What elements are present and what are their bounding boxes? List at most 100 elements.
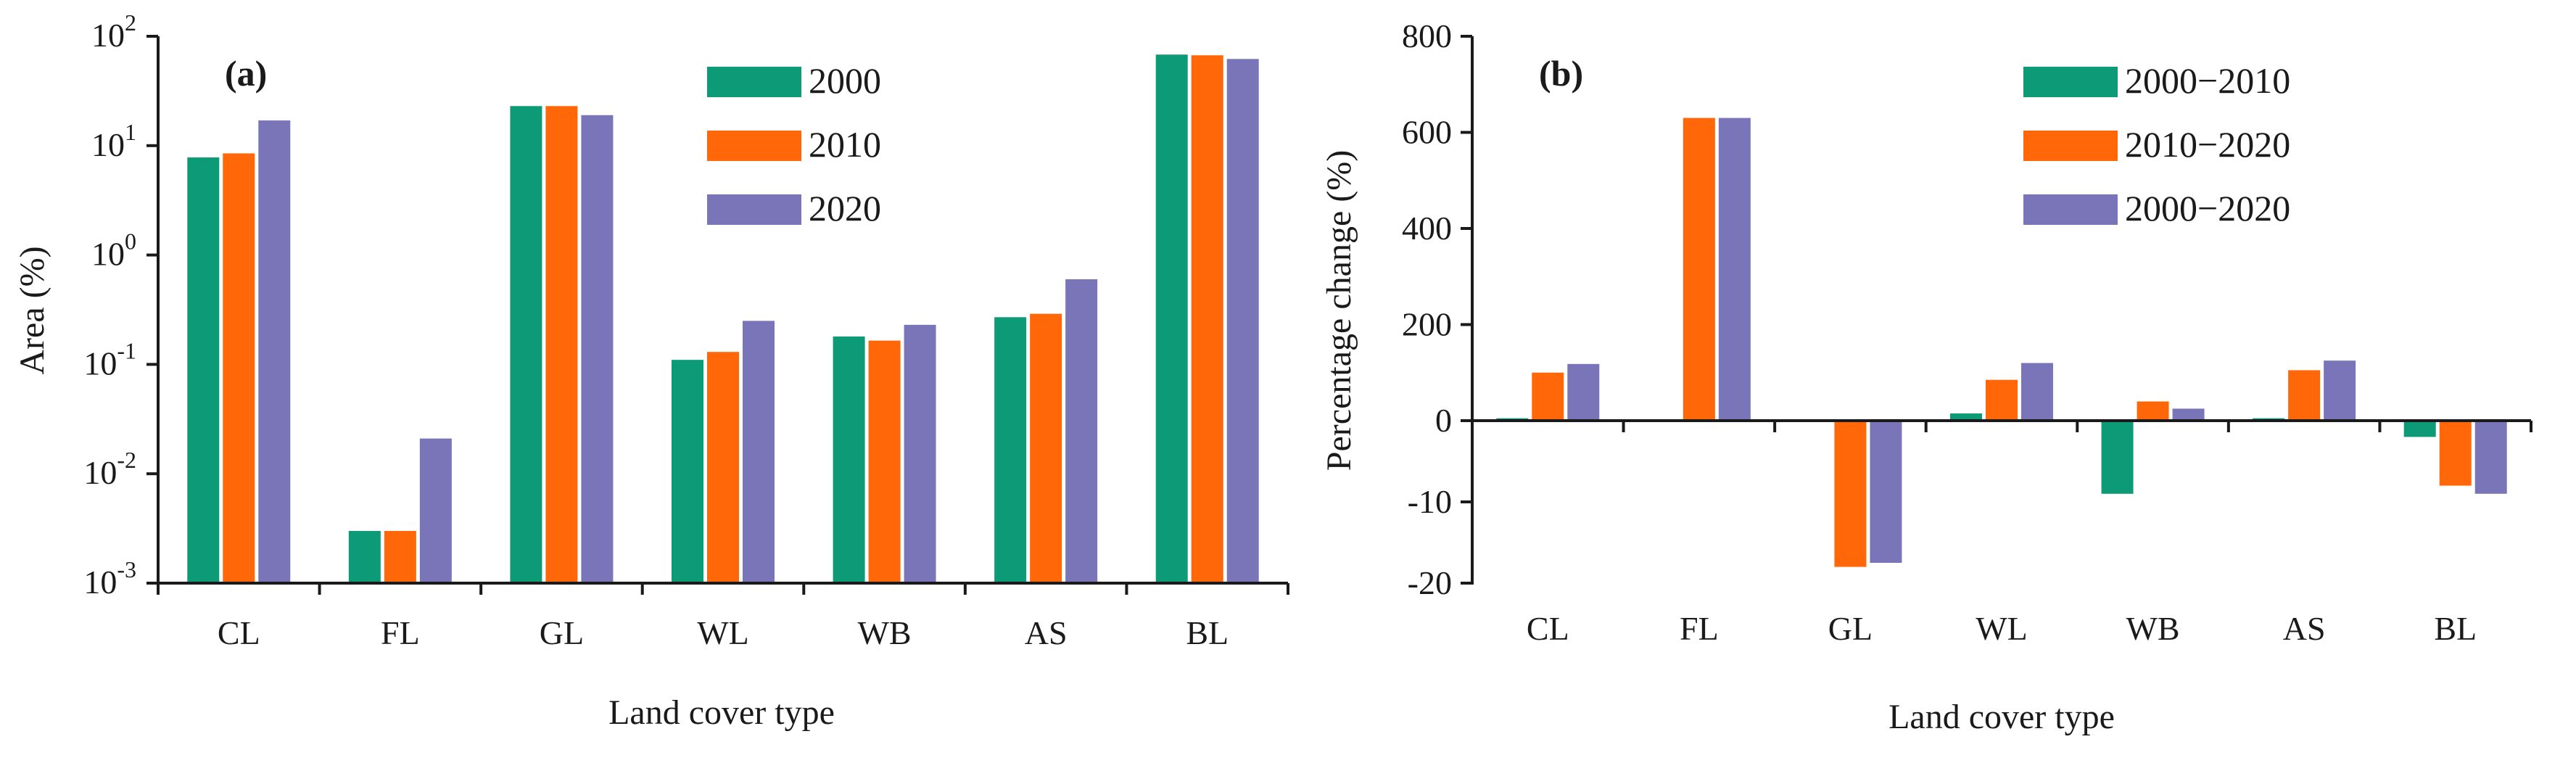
panel-a-bar [707, 352, 739, 583]
panel-b-bar [1683, 118, 1715, 421]
panel-a-x-tick-label: BL [1186, 614, 1229, 651]
panel-a-bar [1156, 54, 1188, 583]
panel-b-chart: (b) Land cover type Percentage change (%… [1320, 17, 2531, 736]
panel-b-bar [1532, 373, 1564, 421]
panel-b-bars [1496, 118, 2506, 567]
panel-b-x-tick-label: WB [2126, 610, 2180, 647]
panel-a-bar [994, 317, 1026, 583]
panel-a-y-tick-exponent: 2 [125, 9, 136, 36]
panel-b-y-tick-label: -20 [1408, 564, 1452, 601]
panel-a-y-tick-base: 10 [91, 236, 125, 273]
panel-b-x-axis-title: Land cover type [1888, 698, 2115, 736]
panel-a-y-tick-label: 10-2 [83, 447, 136, 491]
panel-b-bar [2021, 363, 2053, 421]
panel-b-bar [1986, 380, 2018, 421]
panel-a-y-tick-label: 101 [91, 119, 136, 163]
panel-a-y-tick-exponent: -2 [117, 447, 136, 473]
panel-b-x-ticks: CL FL GL WL WB AS BL [1472, 421, 2531, 647]
panel-a-bar [420, 439, 452, 583]
panel-a-y-tick-exponent: -1 [117, 337, 136, 363]
panel-b-legend-label: 2000−2020 [2125, 188, 2290, 228]
panel-a-x-tick-label: WL [697, 614, 749, 651]
panel-a-bar [1192, 55, 1223, 583]
panel-b-legend-label: 2000−2010 [2125, 60, 2290, 101]
panel-b-y-axis-title: Percentage change (%) [1320, 150, 1358, 471]
panel-b-x-tick-label: GL [1828, 610, 1873, 647]
panel-b-bar [1870, 421, 1902, 563]
panel-a-legend-swatch [707, 194, 801, 225]
panel-b-bar [2137, 402, 2169, 421]
panel-b-y-tick-label: 800 [1402, 17, 1452, 54]
panel-b-y-tick-label: -10 [1408, 483, 1452, 520]
panel-a-x-tick-label: GL [540, 614, 584, 651]
panel-b-bar [1567, 364, 1599, 421]
panel-b-y-tick-label: 400 [1402, 210, 1452, 247]
panel-b-x-tick-label: WL [1976, 610, 2028, 647]
panel-a-bar [223, 153, 255, 583]
panel-a-bar [904, 325, 936, 583]
panel-a-y-axis-title: Area (%) [13, 246, 51, 374]
panel-a-x-tick-label: AS [1025, 614, 1068, 651]
panel-b-legend-label: 2010−2020 [2125, 124, 2290, 165]
panel-b-bar [2173, 408, 2205, 421]
panel-a-y-tick-exponent: 1 [125, 119, 136, 145]
panel-a-bar [1030, 314, 1062, 583]
panel-b-legend-swatch [2023, 67, 2118, 97]
panel-b-y-ticks: -20 -10 0 200 400 600 800 [1402, 17, 1472, 601]
panel-a-y-tick-base: 10 [83, 454, 117, 491]
panel-a-bar [581, 115, 613, 583]
panel-a-bar [743, 321, 775, 583]
panel-b-x-tick-label: CL [1527, 610, 1569, 647]
panel-a-bar [510, 106, 542, 583]
panel-b-bar [2404, 421, 2436, 437]
panel-b-y-tick-label: 200 [1402, 306, 1452, 343]
panel-b-bar [1719, 118, 1751, 421]
panel-b-bar [2440, 421, 2472, 486]
panel-a-x-tick-label: WB [858, 614, 912, 651]
figure: (a) Land cover type Area (%) 10-310-210-… [0, 0, 2576, 763]
panel-b-legend: 2000−2010 2010−2020 2000−2020 [2023, 60, 2290, 228]
panel-a-x-ticks: CL FL GL WL WB AS BL [158, 583, 1288, 651]
panel-a-y-tick-base: 10 [91, 126, 125, 163]
panel-a-bar [187, 157, 219, 583]
panel-a-y-tick-exponent: 0 [125, 228, 136, 255]
panel-b-bar [2324, 360, 2356, 421]
panel-a-y-tick-label: 102 [91, 9, 136, 54]
panel-a-y-tick-base: 10 [83, 345, 117, 382]
panel-a-y-tick-label: 10-3 [83, 556, 136, 601]
panel-a-bar [1065, 279, 1097, 583]
panel-b-legend-swatch [2023, 131, 2118, 161]
panel-b-y-tick-label: 600 [1402, 114, 1452, 151]
panel-b-bar [1834, 421, 1866, 567]
panel-b-label: (b) [1539, 53, 1583, 94]
panel-a-y-tick-base: 10 [83, 564, 117, 601]
panel-a-bar [833, 337, 865, 583]
panel-a-chart: (a) Land cover type Area (%) 10-310-210-… [13, 9, 1288, 732]
panel-b-legend-swatch [2023, 194, 2118, 225]
panel-a-bar [672, 360, 703, 583]
panel-a-bar [384, 531, 416, 583]
panel-a-y-tick-base: 10 [91, 17, 125, 54]
panel-a-bar [258, 120, 290, 583]
panel-a-bar [349, 531, 381, 583]
panel-a-legend-swatch [707, 131, 801, 161]
panel-b-bar [2288, 370, 2320, 421]
panel-a-legend: 2000 2010 2020 [707, 60, 881, 228]
panel-a-label: (a) [225, 53, 267, 94]
panel-a-bar [1227, 59, 1259, 583]
panel-b-x-tick-label: AS [2283, 610, 2326, 647]
panel-b-y-tick-label: 0 [1435, 402, 1452, 439]
panel-a-y-tick-exponent: -3 [117, 556, 136, 582]
panel-a-y-tick-label: 10-1 [83, 337, 136, 382]
panel-b-x-tick-label: FL [1680, 610, 1719, 647]
panel-a-bar [545, 106, 577, 583]
panel-a-y-tick-label: 100 [91, 228, 136, 273]
panel-a-legend-label: 2000 [809, 60, 881, 101]
panel-a-legend-swatch [707, 67, 801, 97]
panel-b-x-tick-label: BL [2434, 610, 2477, 647]
panel-b-bar [2475, 421, 2507, 494]
panel-a-x-axis-title: Land cover type [608, 693, 835, 732]
panel-b-bar [2102, 421, 2134, 494]
panel-a-bar [869, 341, 901, 583]
